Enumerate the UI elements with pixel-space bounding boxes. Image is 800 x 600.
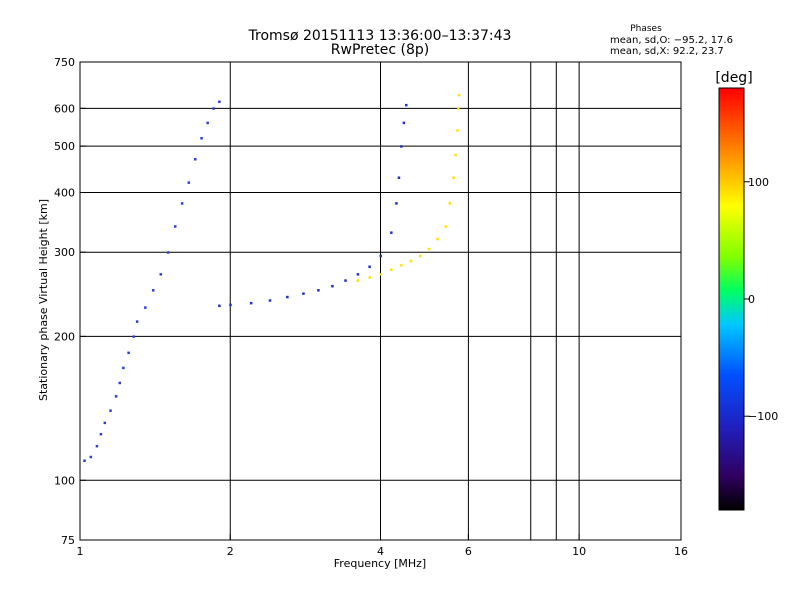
x-tick-label: 16	[674, 545, 688, 558]
echo-point	[173, 225, 177, 228]
echo-point	[400, 145, 403, 148]
echo-point	[194, 158, 197, 161]
echo-point	[409, 259, 413, 263]
echo-point	[390, 231, 393, 234]
echo-point	[454, 153, 457, 157]
y-tick-label: 400	[54, 186, 75, 199]
echo-point	[344, 279, 347, 282]
echo-point	[166, 251, 170, 254]
echo-point	[436, 237, 439, 241]
colorbar-label: [deg]	[715, 70, 752, 86]
echo-point	[448, 202, 452, 205]
gridlines	[80, 62, 681, 540]
echo-point	[405, 103, 408, 107]
echo-point	[427, 247, 431, 251]
echo-point	[122, 366, 125, 370]
echo-point	[114, 395, 118, 398]
echo-point	[83, 459, 86, 462]
echo-point	[456, 129, 459, 132]
colorbar-tick-label: 0	[748, 293, 755, 306]
echo-point	[356, 273, 360, 276]
echo-point	[187, 181, 191, 184]
y-tick-label: 200	[54, 330, 75, 343]
x-tick-label: 10	[572, 545, 586, 558]
echo-point	[368, 265, 371, 269]
colorbar-tick-label: 100	[748, 176, 769, 189]
echo-point	[419, 254, 422, 258]
echo-point	[249, 301, 253, 305]
echo-point	[397, 176, 401, 179]
phases-title: Phases	[630, 24, 662, 34]
x-tick-label: 6	[465, 545, 472, 558]
echo-point	[286, 295, 289, 299]
echo-point	[200, 137, 203, 140]
echo-point	[400, 264, 403, 267]
echo-point	[457, 107, 460, 110]
echo-point	[132, 335, 136, 338]
scatter-points	[83, 93, 461, 462]
echo-point	[218, 100, 221, 104]
x-tick-labels: 1 2 4 6 10 16	[77, 534, 688, 558]
echo-point	[229, 303, 232, 307]
echo-point	[317, 289, 320, 292]
echo-point	[144, 306, 147, 309]
y-tick-labels: 75 100 200 300 400 500 600 750	[54, 56, 86, 547]
echo-point	[457, 93, 461, 97]
y-tick-label: 600	[54, 102, 75, 115]
echo-point	[109, 409, 112, 412]
colorbar	[718, 87, 745, 511]
phases-x-stats: mean, sd,X: 92.2, 23.7	[610, 46, 724, 57]
echo-point	[127, 351, 130, 355]
colorbar-tick-label: −100	[748, 410, 778, 423]
echo-point	[268, 299, 272, 302]
echo-point	[206, 121, 209, 125]
echo-point	[390, 268, 393, 272]
echo-point	[302, 292, 305, 295]
phases-o-stats: mean, sd,O: −95.2, 17.6	[610, 35, 733, 46]
y-tick-label: 75	[61, 534, 75, 547]
x-tick-label: 1	[77, 545, 84, 558]
echo-point	[212, 107, 215, 110]
echo-point	[379, 254, 382, 258]
y-tick-label: 300	[54, 246, 75, 259]
echo-point	[395, 202, 398, 205]
echo-point	[379, 273, 382, 276]
echo-point	[95, 444, 99, 448]
echo-point	[218, 304, 221, 308]
echo-point	[159, 273, 163, 276]
echo-point	[368, 276, 371, 279]
echo-point	[331, 284, 334, 288]
x-tick-label: 2	[227, 545, 234, 558]
chart-title: Tromsø 20151113 13:36:00–13:37:43	[248, 28, 512, 44]
x-tick-label: 4	[377, 545, 384, 558]
echo-point	[135, 320, 139, 323]
echo-point	[151, 289, 155, 292]
echo-point	[99, 432, 103, 436]
echo-point	[118, 381, 122, 385]
echo-point	[89, 455, 93, 459]
echo-point	[452, 176, 455, 179]
echo-point	[402, 121, 406, 125]
y-tick-label: 500	[54, 140, 75, 153]
x-axis-label: Frequency [MHz]	[334, 557, 426, 570]
echo-point	[180, 202, 184, 205]
y-axis-label: Stationary phase Virtual Height [km]	[37, 199, 50, 401]
echo-point	[356, 279, 360, 282]
echo-point	[103, 421, 107, 425]
y-tick-label: 750	[54, 56, 75, 69]
colorbar-ticks: 100 0 −100	[744, 176, 778, 423]
chart-subtitle: RwPretec (8p)	[331, 42, 429, 58]
echo-point	[444, 225, 448, 228]
y-tick-label: 100	[54, 474, 75, 487]
